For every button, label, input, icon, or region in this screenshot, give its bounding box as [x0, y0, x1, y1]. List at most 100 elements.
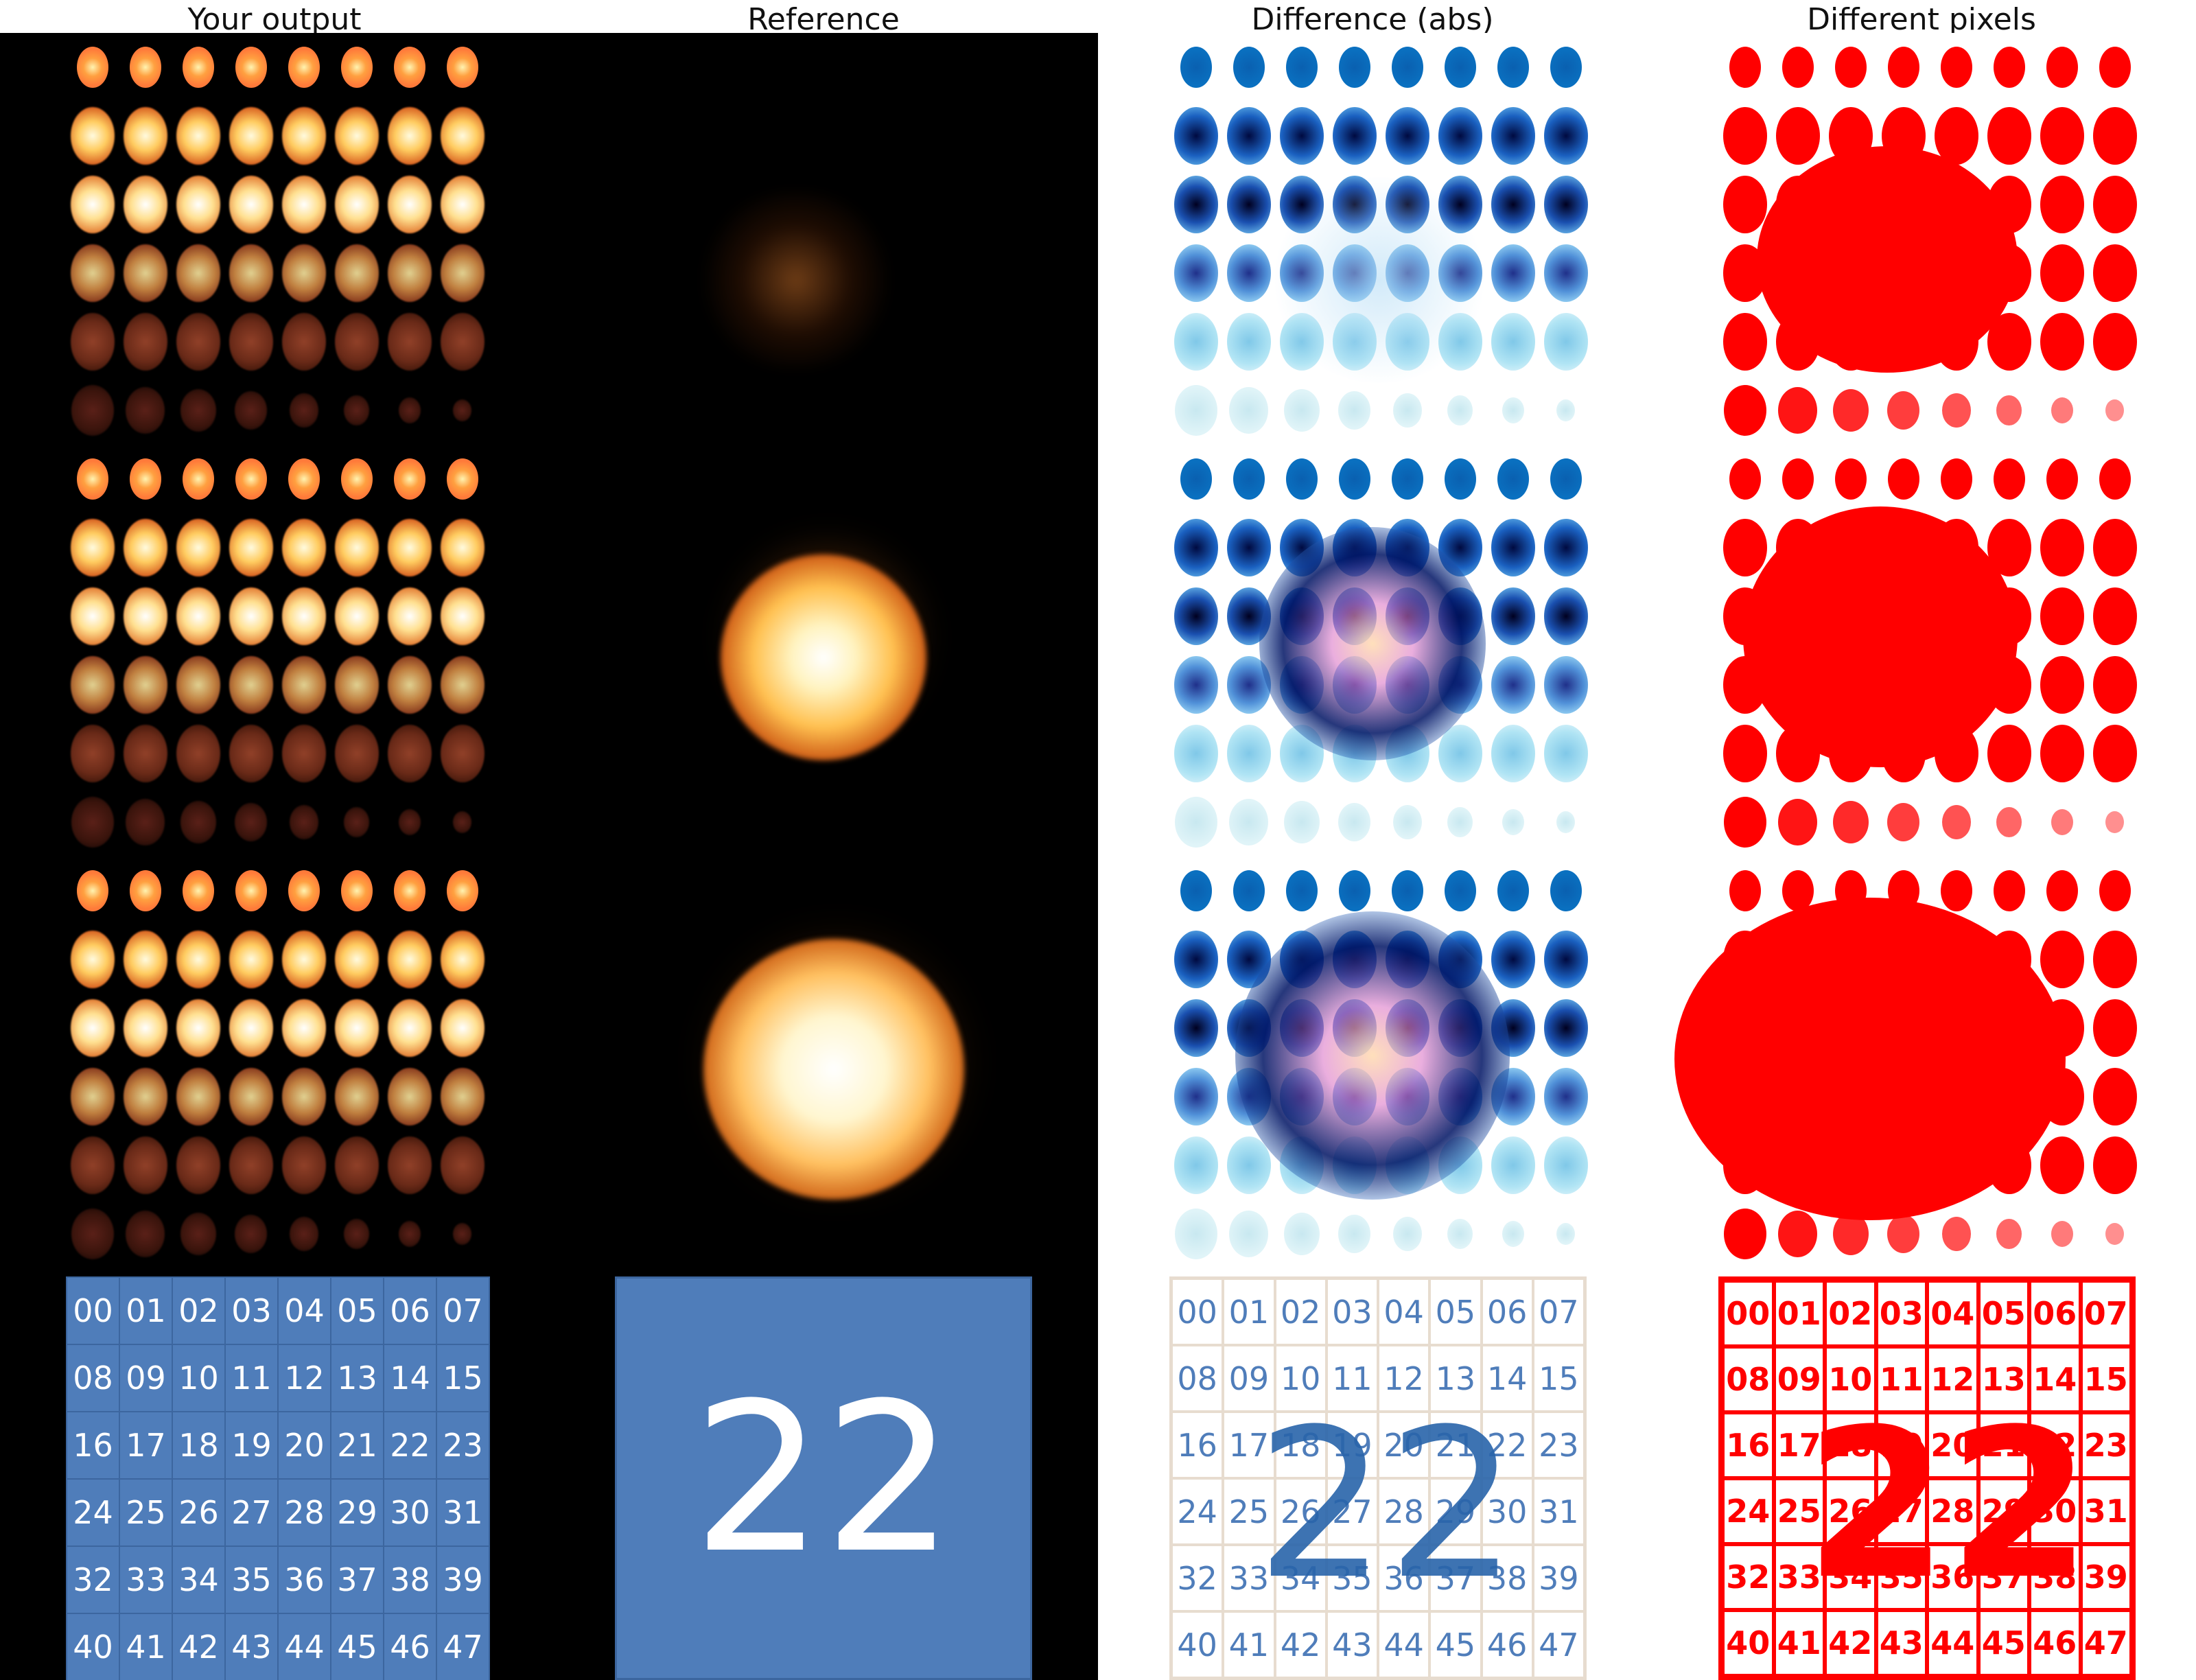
explosion-frame-icon — [1332, 107, 1377, 165]
tile-number: 10 — [172, 1344, 225, 1412]
tile-number: 44 — [1378, 1611, 1430, 1678]
sprite-frame — [1222, 33, 1275, 102]
sprite-frame — [277, 788, 330, 856]
explosion-frame-icon — [1173, 519, 1218, 576]
sprite-frame — [172, 513, 224, 582]
explosion-frame-icon — [123, 1068, 167, 1125]
explosion-frame-icon — [1173, 176, 1218, 233]
tile-number: 00 — [1722, 1281, 1774, 1346]
sprite-frame — [2088, 994, 2141, 1062]
sprite-frame — [277, 925, 330, 994]
explosion-frame-icon — [182, 47, 214, 88]
sprite-frame — [277, 1200, 330, 1268]
sprite-frame — [1771, 1200, 1824, 1268]
explosion-frame-icon — [281, 725, 326, 782]
sprite-frame — [277, 1062, 330, 1131]
sprite-frame — [1169, 102, 1222, 170]
explosion-frame-icon — [398, 397, 421, 423]
explosion-frame-icon — [1934, 107, 1978, 165]
explosion-frame-icon — [1543, 999, 1588, 1057]
sprite-frame — [119, 1131, 172, 1200]
sprite-frame — [119, 170, 172, 239]
sprite-frame — [1169, 788, 1222, 856]
sprite-frame — [1718, 788, 1771, 856]
sprite-frame — [1222, 307, 1275, 376]
tile-number: 20 — [1927, 1412, 1978, 1478]
explosion-frame-icon — [1392, 393, 1422, 428]
tile-number: 30 — [1481, 1478, 1533, 1545]
explosion-frame-icon — [387, 313, 432, 371]
explosion-frame-icon — [1723, 385, 1766, 436]
explosion-frame-icon — [1722, 107, 1767, 165]
sprite-frame — [383, 33, 436, 102]
explosion-frame-icon — [1556, 811, 1575, 833]
tile-number: 16 — [1722, 1412, 1774, 1478]
sprite-frame — [2035, 719, 2088, 788]
tile-number: 40 — [1722, 1610, 1774, 1676]
sprite-frame — [2088, 856, 2141, 925]
explosion-frame-icon — [123, 244, 167, 302]
sprite-frame — [1169, 1062, 1222, 1131]
explosion-frame-icon — [334, 656, 379, 714]
sprite-frame — [66, 445, 119, 513]
explosion-frame-icon — [1226, 1136, 1271, 1194]
sprite-frame — [277, 582, 330, 651]
sprite-frame — [2035, 445, 2088, 513]
sprite-frame — [1539, 788, 1592, 856]
tile-number: 27 — [1326, 1478, 1378, 1545]
explosion-frame-icon — [176, 931, 220, 988]
sprite-frame — [2035, 170, 2088, 239]
tile-number: 20 — [278, 1412, 331, 1479]
sprite-frame — [1328, 33, 1381, 102]
explosion-frame-icon — [2099, 870, 2131, 911]
tile-number: 32 — [1722, 1544, 1774, 1610]
sprite-frame — [1718, 856, 1771, 925]
sprite-frame — [1930, 102, 1983, 170]
sprite-frame — [2088, 33, 2141, 102]
sprite-frame — [119, 651, 172, 719]
explosion-frame-icon — [440, 519, 484, 576]
explosion-frame-icon — [2051, 397, 2073, 423]
tile-number: 46 — [1481, 1611, 1533, 1678]
explosion-frame-icon — [2092, 176, 2137, 233]
sprite-frame — [2035, 1131, 2088, 1200]
sprite-frame — [277, 170, 330, 239]
explosion-frame-icon — [1447, 1219, 1473, 1249]
sprite-frame — [383, 856, 436, 925]
explosion-frame-icon — [1226, 107, 1271, 165]
explosion-frame-icon — [229, 1136, 273, 1194]
sprite-frame — [383, 513, 436, 582]
sprite-frame — [66, 719, 119, 788]
sprite-frame — [119, 719, 172, 788]
tile-number: 44 — [278, 1613, 331, 1680]
sprite-frame — [277, 856, 330, 925]
sprite-frame — [1169, 856, 1222, 925]
explosion-frame-icon — [1782, 47, 1814, 88]
sprite-frame — [1930, 376, 1983, 445]
tile-number: 47 — [436, 1613, 489, 1680]
sprite-frame — [2035, 788, 2088, 856]
tile-number: 18 — [1825, 1412, 1876, 1478]
sprite-frame — [277, 102, 330, 170]
explosion-frame-icon — [334, 999, 379, 1057]
explosion-frame-icon — [70, 1136, 115, 1194]
sprite-frame — [1486, 719, 1539, 788]
explosion-frame-icon — [393, 47, 425, 88]
sprite-frame — [1824, 445, 1877, 513]
explosion-frame-icon — [281, 244, 326, 302]
pixels-title: Different pixels — [1807, 2, 2036, 37]
sprite-frame — [383, 1062, 436, 1131]
tile-number: 07 — [2080, 1281, 2131, 1346]
tile-number: 37 — [1978, 1544, 2029, 1610]
output-sprite-sheet — [66, 33, 489, 1268]
tile-number: 29 — [331, 1479, 384, 1546]
explosion-frame-icon — [1229, 387, 1268, 434]
tile-number: 40 — [67, 1613, 119, 1680]
diff-region-small — [1270, 177, 1489, 383]
explosion-frame-icon — [440, 1136, 484, 1194]
output-title: Your output — [187, 2, 362, 37]
sprite-frame — [383, 582, 436, 651]
tile-number: 38 — [2029, 1544, 2081, 1610]
tile-number: 22 — [1481, 1412, 1533, 1478]
explosion-frame-icon — [1173, 1136, 1218, 1194]
